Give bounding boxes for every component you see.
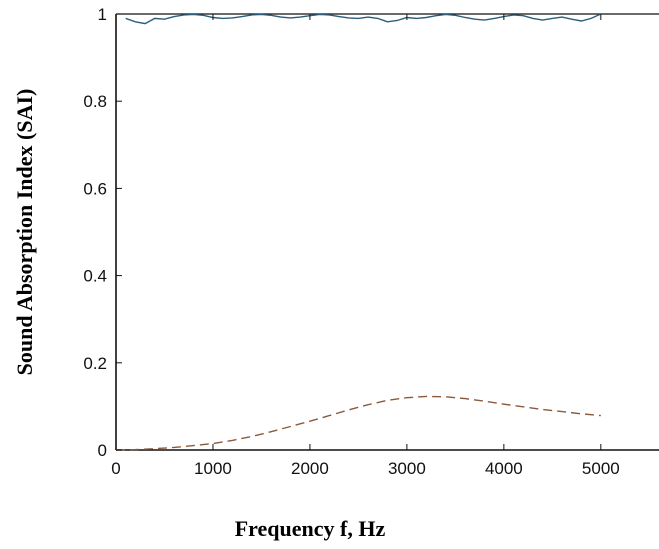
y-tick-label: 0 bbox=[98, 441, 107, 460]
solid-series-line bbox=[125, 13, 602, 25]
y-tick-label: 1 bbox=[98, 5, 107, 24]
y-tick-label: 0.4 bbox=[83, 267, 107, 286]
x-tick-label: 3000 bbox=[388, 459, 426, 478]
ticks-layer: 0 1000 2000 3000 4000 5000 0 0.2 0.4 0.6 0.8 1 bbox=[83, 5, 619, 478]
x-tick-label: 4000 bbox=[485, 459, 523, 478]
series-layer bbox=[115, 13, 602, 451]
x-tick-label: 1000 bbox=[194, 459, 232, 478]
y-tick-label: 0.6 bbox=[83, 179, 107, 198]
y-tick-label: 0.8 bbox=[83, 92, 107, 111]
x-tick-label: 0 bbox=[111, 459, 120, 478]
dashed-series-line bbox=[115, 395, 601, 451]
plot-frame bbox=[115, 13, 659, 451]
x-axis-title: Frequency f, Hz bbox=[235, 516, 386, 541]
x-tick-label: 5000 bbox=[582, 459, 620, 478]
y-tick-label: 0.2 bbox=[83, 354, 107, 373]
x-tick-label: 2000 bbox=[291, 459, 329, 478]
y-axis-title: Sound Absorption Index (SAI) bbox=[12, 89, 37, 376]
